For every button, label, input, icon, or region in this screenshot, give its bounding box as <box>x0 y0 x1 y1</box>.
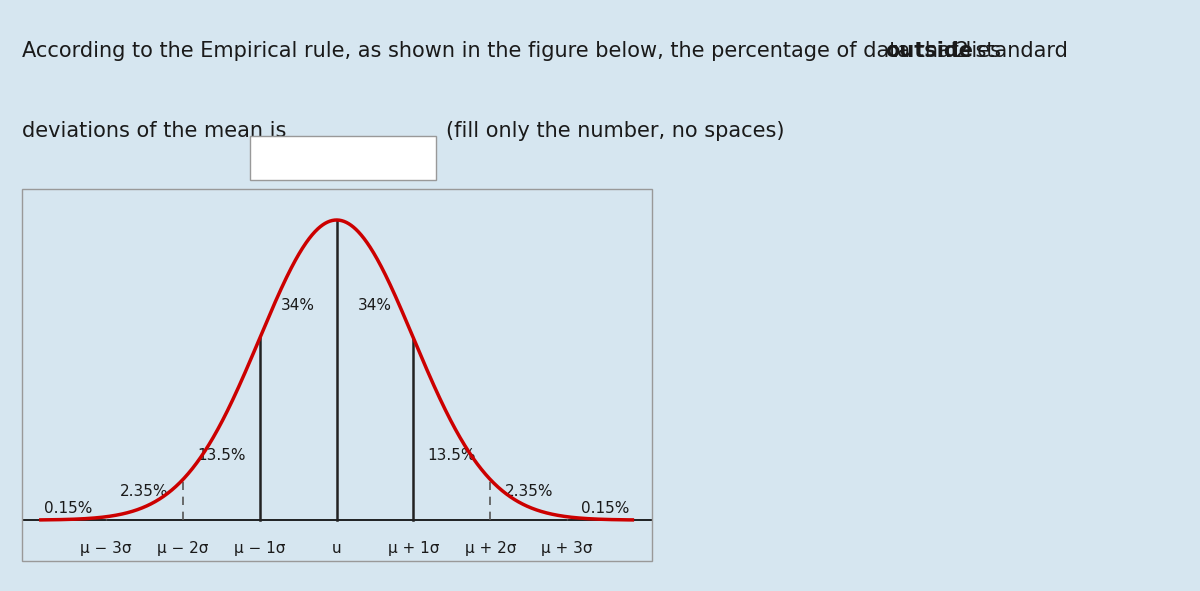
Text: 0.15%: 0.15% <box>43 501 92 515</box>
Text: 2.35%: 2.35% <box>504 484 553 499</box>
Text: μ + 2σ: μ + 2σ <box>464 541 516 556</box>
Text: According to the Empirical rule, as shown in the figure below, the percentage of: According to the Empirical rule, as show… <box>22 41 1007 61</box>
Text: deviations of the mean is: deviations of the mean is <box>22 121 286 141</box>
Text: outside: outside <box>886 41 973 61</box>
Text: μ + 3σ: μ + 3σ <box>541 541 593 556</box>
Text: u: u <box>331 541 342 556</box>
Text: μ − 1σ: μ − 1σ <box>234 541 286 556</box>
Text: 2.35%: 2.35% <box>120 484 169 499</box>
Text: μ − 2σ: μ − 2σ <box>157 541 209 556</box>
Text: 34%: 34% <box>281 298 316 313</box>
Text: μ + 1σ: μ + 1σ <box>388 541 439 556</box>
Text: 13.5%: 13.5% <box>427 448 476 463</box>
Text: 0.15%: 0.15% <box>581 501 630 515</box>
Text: 13.5%: 13.5% <box>197 448 246 463</box>
Text: μ − 3σ: μ − 3σ <box>80 541 132 556</box>
Bar <box>22 189 652 561</box>
Text: 34%: 34% <box>358 298 392 313</box>
Text: 2 standard: 2 standard <box>949 41 1068 61</box>
Text: (fill only the number, no spaces): (fill only the number, no spaces) <box>446 121 785 141</box>
